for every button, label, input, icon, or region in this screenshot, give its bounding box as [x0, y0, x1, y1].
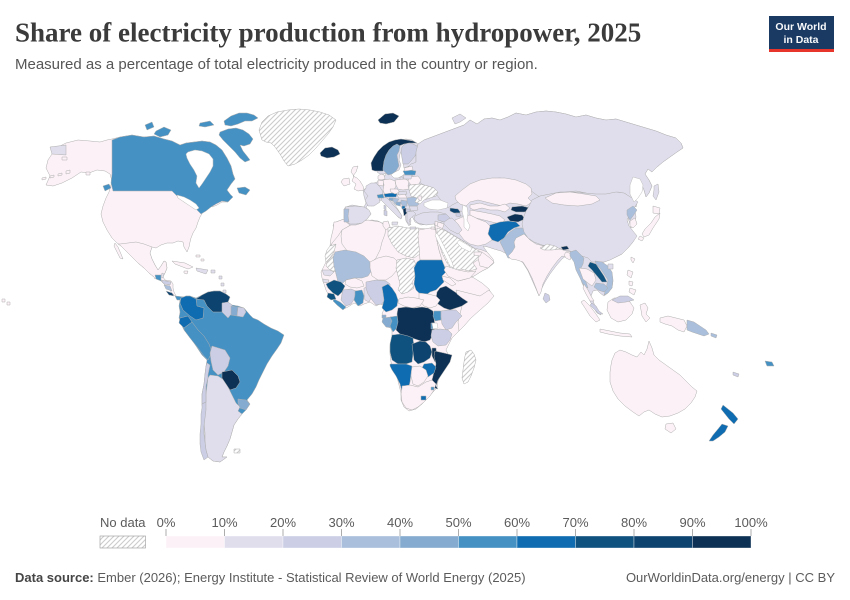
svg-text:No data: No data [100, 515, 146, 530]
svg-text:30%: 30% [328, 515, 354, 530]
svg-text:90%: 90% [679, 515, 705, 530]
svg-text:40%: 40% [387, 515, 413, 530]
svg-text:Measured as a percentage of to: Measured as a percentage of total electr… [15, 56, 538, 73]
svg-text:Share of electricity productio: Share of electricity production from hyd… [15, 18, 641, 48]
svg-text:80%: 80% [621, 515, 647, 530]
svg-text:50%: 50% [445, 515, 471, 530]
svg-text:20%: 20% [270, 515, 296, 530]
svg-text:60%: 60% [504, 515, 530, 530]
svg-text:70%: 70% [562, 515, 588, 530]
svg-text:in Data: in Data [783, 34, 818, 46]
svg-text:100%: 100% [734, 515, 768, 530]
svg-text:OurWorldinData.org/energy | CC: OurWorldinData.org/energy | CC BY [626, 570, 835, 585]
svg-text:0%: 0% [157, 515, 176, 530]
svg-text:Data source: Ember (2026); Ene: Data source: Ember (2026); Energy Instit… [15, 570, 526, 585]
svg-text:Our World: Our World [775, 21, 826, 33]
svg-text:10%: 10% [211, 515, 237, 530]
